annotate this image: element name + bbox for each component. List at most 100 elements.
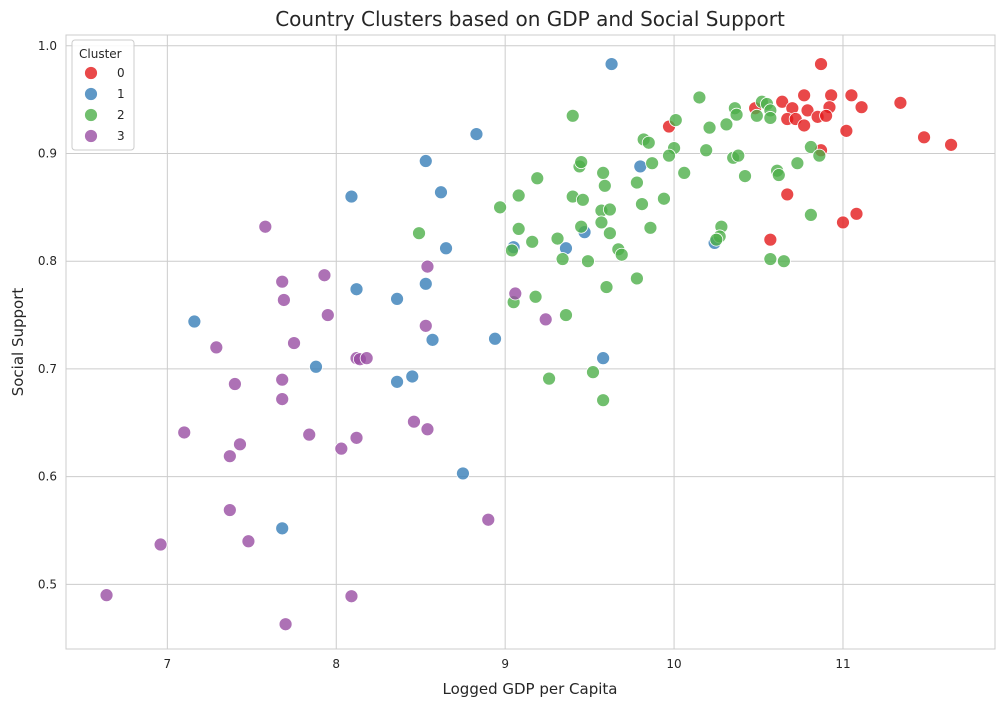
legend-marker-3 bbox=[84, 129, 98, 143]
data-point-cluster-2 bbox=[657, 191, 671, 206]
data-point-cluster-0 bbox=[763, 232, 778, 247]
data-point-cluster-3 bbox=[418, 318, 433, 333]
data-point-cluster-2 bbox=[599, 280, 614, 294]
data-point-cluster-1 bbox=[456, 466, 470, 481]
data-point-cluster-0 bbox=[917, 130, 931, 145]
data-point-cluster-3 bbox=[334, 441, 349, 456]
data-point-cluster-2 bbox=[709, 232, 724, 247]
legend-marker-0 bbox=[84, 66, 98, 80]
data-point-cluster-1 bbox=[344, 189, 359, 204]
data-point-cluster-2 bbox=[776, 254, 791, 269]
data-point-cluster-1 bbox=[405, 369, 420, 384]
data-point-cluster-1 bbox=[434, 185, 448, 200]
legend-title: Cluster bbox=[79, 47, 122, 61]
data-point-cluster-2 bbox=[763, 252, 778, 266]
data-point-cluster-2 bbox=[602, 202, 617, 217]
data-point-cluster-2 bbox=[594, 215, 609, 230]
y-axis-label: Social Support bbox=[9, 288, 27, 397]
data-point-cluster-3 bbox=[275, 392, 290, 406]
data-point-cluster-2 bbox=[602, 226, 617, 241]
data-point-cluster-0 bbox=[797, 118, 812, 133]
data-point-cluster-3 bbox=[275, 274, 290, 289]
data-point-cluster-3 bbox=[508, 286, 523, 301]
data-point-cluster-1 bbox=[469, 127, 484, 142]
legend-marker-1 bbox=[84, 87, 98, 101]
data-point-cluster-3 bbox=[275, 372, 290, 387]
data-point-cluster-0 bbox=[800, 103, 815, 118]
legend-marker-2 bbox=[84, 108, 98, 122]
data-point-cluster-3 bbox=[177, 425, 192, 440]
data-point-cluster-2 bbox=[574, 155, 589, 170]
data-point-cluster-3 bbox=[276, 293, 291, 307]
data-point-cluster-2 bbox=[803, 207, 818, 222]
data-point-cluster-0 bbox=[819, 108, 833, 123]
data-point-cluster-3 bbox=[233, 437, 247, 452]
data-point-cluster-2 bbox=[645, 156, 660, 171]
data-point-cluster-3 bbox=[222, 503, 237, 517]
plot-area bbox=[65, 34, 996, 650]
data-point-cluster-3 bbox=[258, 219, 273, 234]
legend-label-1: 1 bbox=[117, 87, 125, 101]
data-point-cluster-2 bbox=[586, 365, 600, 380]
data-point-cluster-0 bbox=[836, 215, 850, 230]
data-point-cluster-3 bbox=[209, 340, 224, 355]
data-point-cluster-1 bbox=[275, 521, 290, 536]
data-point-cluster-2 bbox=[812, 148, 827, 163]
data-point-cluster-3 bbox=[407, 414, 421, 429]
data-points bbox=[99, 57, 958, 632]
data-point-cluster-2 bbox=[555, 252, 570, 266]
data-point-cluster-2 bbox=[597, 178, 612, 193]
data-point-cluster-1 bbox=[425, 332, 440, 347]
data-point-cluster-2 bbox=[677, 165, 692, 180]
x-tick-label: 8 bbox=[332, 657, 340, 671]
y-tick-label: 0.8 bbox=[38, 254, 57, 268]
data-point-cluster-2 bbox=[493, 200, 507, 215]
data-point-cluster-2 bbox=[550, 231, 565, 246]
data-point-cluster-2 bbox=[630, 271, 644, 286]
data-point-cluster-2 bbox=[731, 148, 746, 163]
data-point-cluster-2 bbox=[505, 243, 519, 258]
data-point-cluster-2 bbox=[729, 107, 744, 122]
data-point-cluster-0 bbox=[854, 100, 869, 115]
data-point-cluster-3 bbox=[359, 351, 374, 366]
data-point-cluster-2 bbox=[719, 117, 734, 132]
data-point-cluster-0 bbox=[824, 88, 839, 103]
data-point-cluster-2 bbox=[702, 120, 717, 135]
data-point-cluster-1 bbox=[349, 282, 364, 297]
data-point-cluster-0 bbox=[797, 88, 812, 103]
data-point-cluster-2 bbox=[525, 234, 540, 249]
data-point-cluster-2 bbox=[596, 393, 611, 408]
y-tick-label: 0.7 bbox=[38, 362, 57, 376]
data-point-cluster-2 bbox=[771, 168, 786, 182]
data-point-cluster-1 bbox=[418, 154, 433, 168]
data-point-cluster-2 bbox=[643, 220, 658, 235]
y-tick-labels: 0.5 0.6 0.7 0.8 0.9 1.0 bbox=[38, 39, 57, 592]
data-point-cluster-3 bbox=[420, 259, 435, 274]
data-point-cluster-1 bbox=[390, 374, 404, 389]
data-point-cluster-2 bbox=[565, 108, 580, 123]
data-point-cluster-2 bbox=[668, 113, 683, 127]
legend-items: 0 1 2 3 bbox=[84, 66, 125, 143]
data-point-cluster-3 bbox=[320, 308, 335, 322]
data-point-cluster-3 bbox=[344, 589, 359, 604]
x-tick-label: 10 bbox=[666, 657, 681, 671]
data-point-cluster-0 bbox=[893, 95, 908, 110]
data-point-cluster-1 bbox=[439, 241, 453, 256]
data-point-cluster-0 bbox=[844, 88, 859, 103]
data-point-cluster-3 bbox=[481, 512, 496, 527]
x-tick-labels: 7 8 9 10 11 bbox=[164, 657, 851, 671]
data-point-cluster-2 bbox=[630, 175, 644, 190]
legend-label-2: 2 bbox=[117, 108, 125, 122]
chart-title: Country Clusters based on GDP and Social… bbox=[275, 7, 785, 31]
data-point-cluster-2 bbox=[662, 148, 676, 163]
data-point-cluster-2 bbox=[412, 226, 426, 241]
data-point-cluster-1 bbox=[488, 331, 502, 346]
data-point-cluster-1 bbox=[418, 276, 433, 291]
data-point-cluster-1 bbox=[633, 159, 648, 174]
data-point-cluster-3 bbox=[241, 534, 256, 549]
y-tick-label: 1.0 bbox=[38, 39, 57, 53]
data-point-cluster-2 bbox=[575, 192, 590, 207]
data-point-cluster-2 bbox=[511, 188, 526, 203]
data-point-cluster-0 bbox=[780, 187, 795, 202]
data-point-cluster-2 bbox=[574, 219, 589, 234]
